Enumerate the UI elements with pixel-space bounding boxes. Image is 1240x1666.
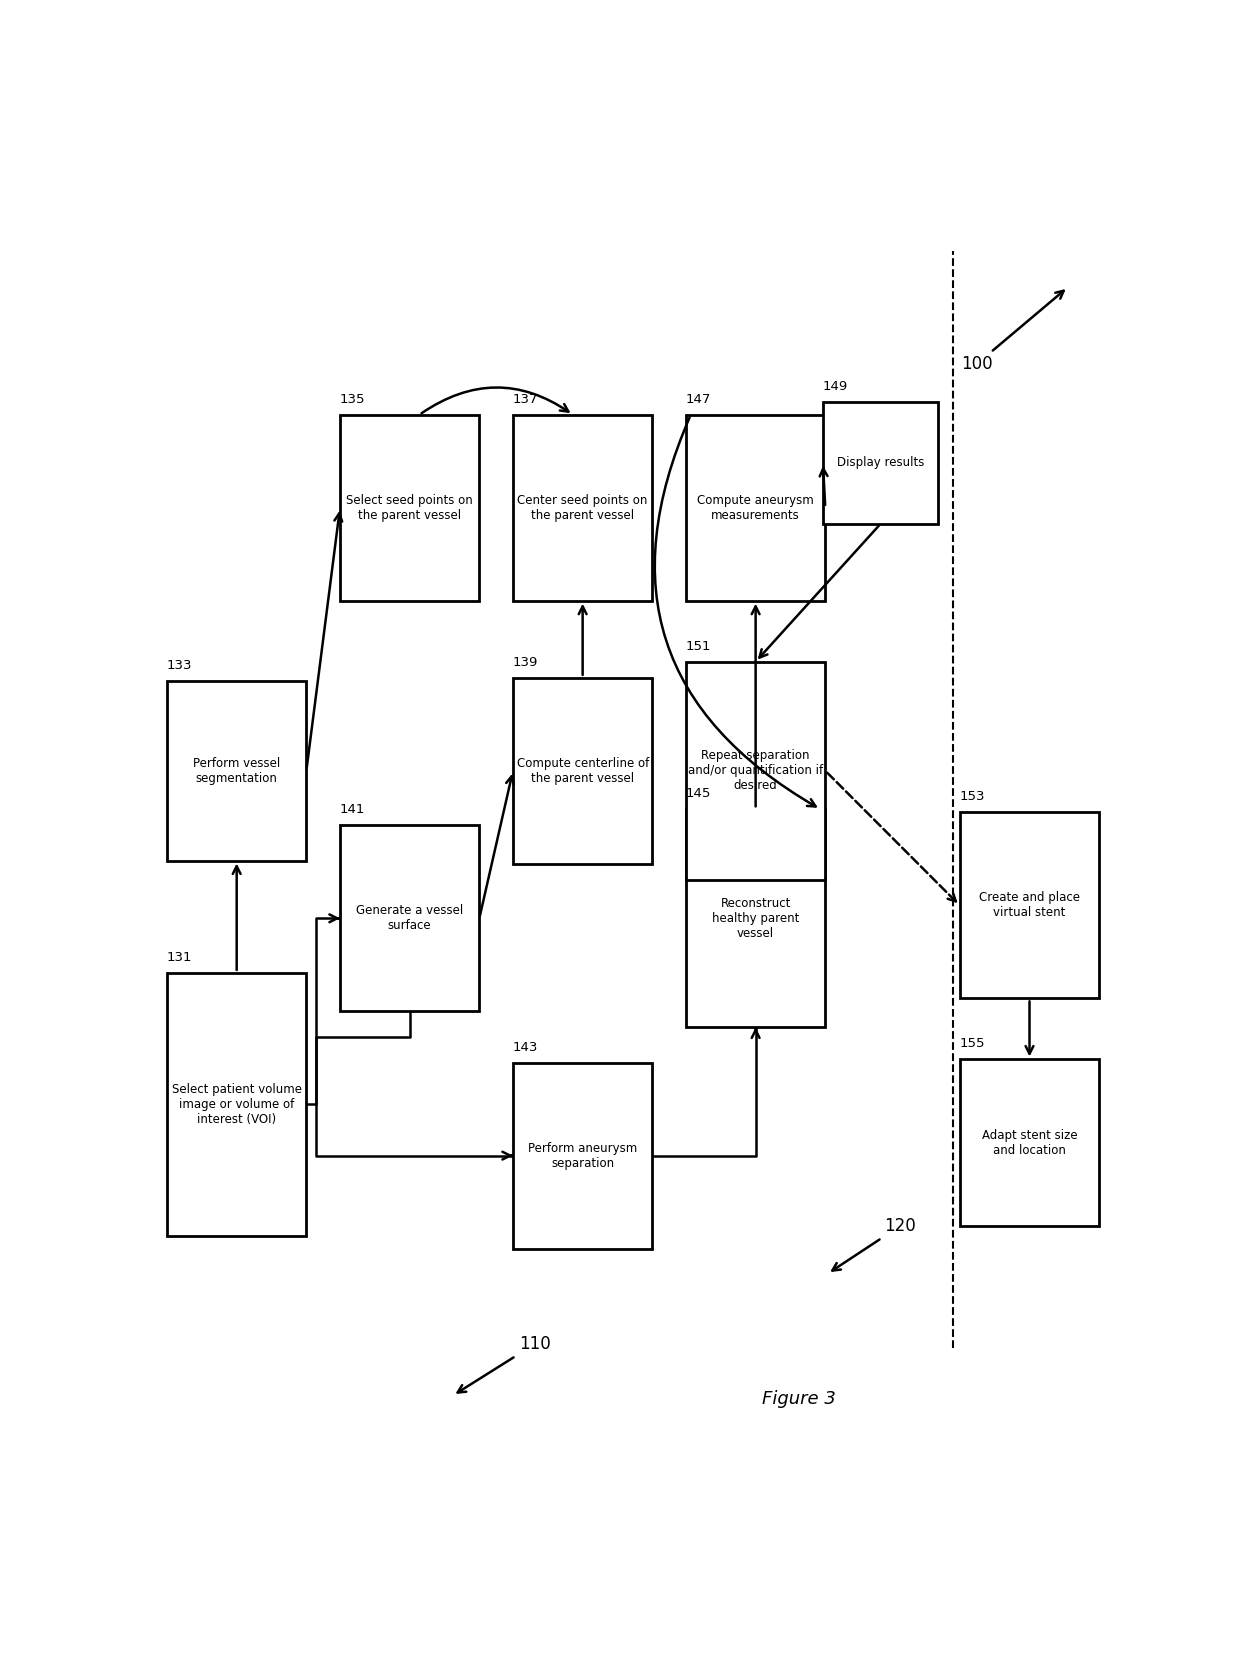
FancyBboxPatch shape bbox=[960, 1060, 1099, 1226]
FancyBboxPatch shape bbox=[960, 813, 1099, 998]
Text: Repeat separation
and/or quantification if
desired: Repeat separation and/or quantification … bbox=[688, 750, 823, 793]
Text: Perform vessel
segmentation: Perform vessel segmentation bbox=[193, 756, 280, 785]
Text: 141: 141 bbox=[340, 803, 366, 816]
Text: 131: 131 bbox=[167, 951, 192, 965]
Text: 137: 137 bbox=[513, 393, 538, 407]
Text: 151: 151 bbox=[686, 640, 712, 653]
FancyBboxPatch shape bbox=[513, 678, 652, 863]
Text: 145: 145 bbox=[686, 788, 712, 800]
FancyBboxPatch shape bbox=[686, 661, 826, 880]
Text: Perform aneurysm
separation: Perform aneurysm separation bbox=[528, 1141, 637, 1170]
FancyBboxPatch shape bbox=[513, 1063, 652, 1248]
Text: Compute aneurysm
measurements: Compute aneurysm measurements bbox=[697, 493, 813, 521]
Text: Generate a vessel
surface: Generate a vessel surface bbox=[356, 905, 464, 933]
Text: Reconstruct
healthy parent
vessel: Reconstruct healthy parent vessel bbox=[712, 896, 800, 940]
Text: 153: 153 bbox=[960, 790, 986, 803]
Text: 133: 133 bbox=[167, 660, 192, 671]
Text: 147: 147 bbox=[686, 393, 712, 407]
FancyBboxPatch shape bbox=[167, 973, 306, 1236]
Text: 143: 143 bbox=[513, 1041, 538, 1053]
Text: Create and place
virtual stent: Create and place virtual stent bbox=[980, 891, 1080, 920]
Text: Adapt stent size
and location: Adapt stent size and location bbox=[982, 1130, 1078, 1156]
Text: Center seed points on
the parent vessel: Center seed points on the parent vessel bbox=[517, 493, 647, 521]
FancyBboxPatch shape bbox=[823, 402, 939, 523]
Text: Figure 3: Figure 3 bbox=[761, 1391, 836, 1408]
Text: 110: 110 bbox=[458, 1334, 551, 1393]
FancyBboxPatch shape bbox=[340, 825, 480, 1011]
FancyBboxPatch shape bbox=[167, 681, 306, 861]
Text: Display results: Display results bbox=[837, 456, 924, 470]
FancyBboxPatch shape bbox=[686, 415, 826, 601]
Text: 100: 100 bbox=[961, 292, 1064, 373]
Text: Compute centerline of
the parent vessel: Compute centerline of the parent vessel bbox=[517, 756, 649, 785]
FancyBboxPatch shape bbox=[686, 810, 826, 1028]
Text: Select seed points on
the parent vessel: Select seed points on the parent vessel bbox=[346, 493, 472, 521]
Text: 149: 149 bbox=[823, 380, 848, 393]
Text: 135: 135 bbox=[340, 393, 366, 407]
Text: 120: 120 bbox=[832, 1218, 915, 1271]
FancyBboxPatch shape bbox=[513, 415, 652, 601]
FancyBboxPatch shape bbox=[340, 415, 480, 601]
Text: Select patient volume
image or volume of
interest (VOI): Select patient volume image or volume of… bbox=[171, 1083, 301, 1126]
Text: 155: 155 bbox=[960, 1038, 986, 1051]
Text: 139: 139 bbox=[513, 656, 538, 668]
